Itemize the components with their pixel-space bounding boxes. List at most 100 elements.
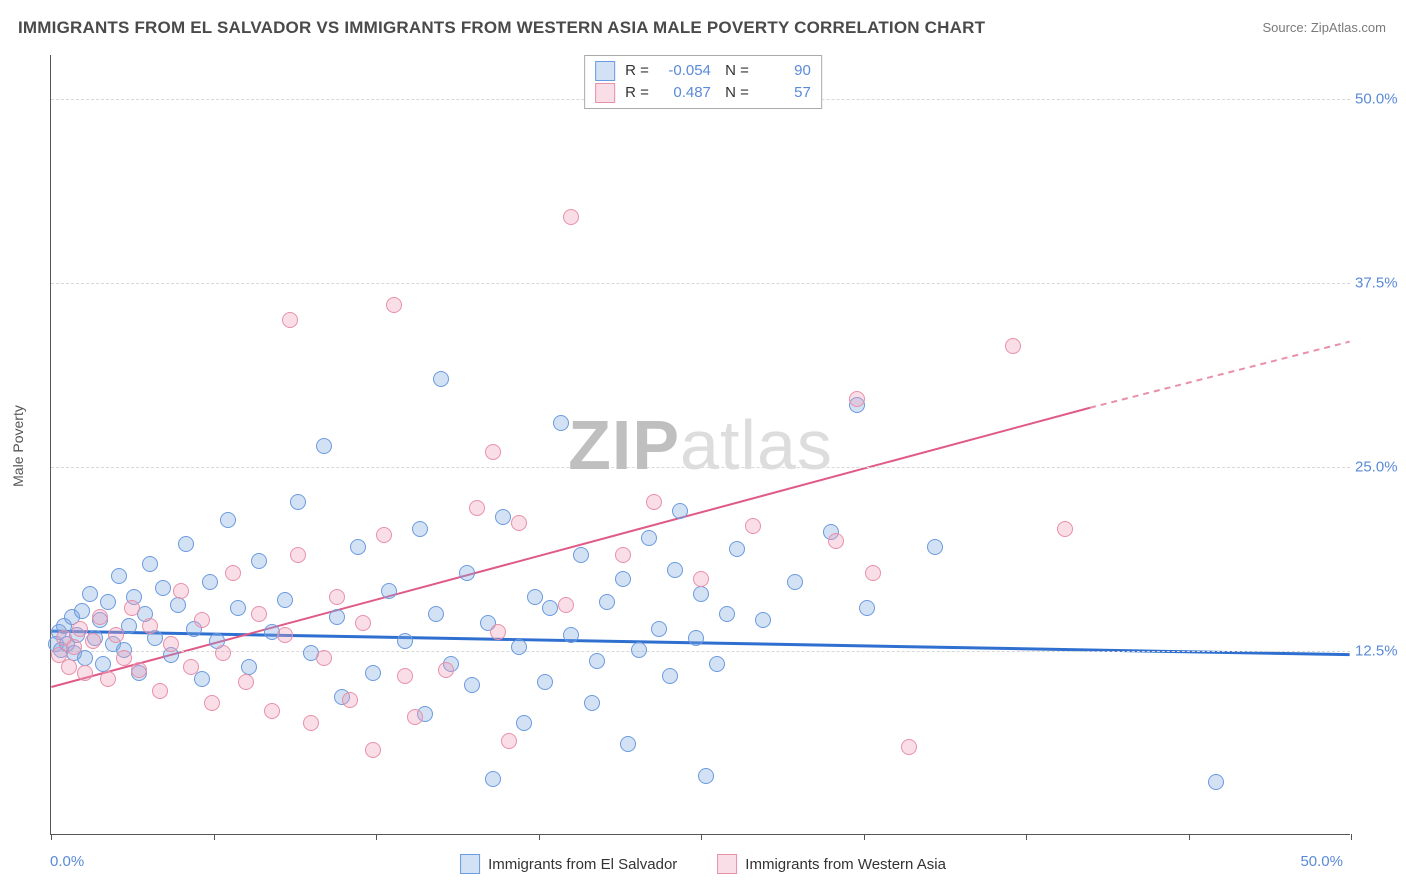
- data-point: [202, 574, 218, 590]
- data-point: [641, 530, 657, 546]
- data-point: [386, 297, 402, 313]
- data-point: [220, 512, 236, 528]
- data-point: [745, 518, 761, 534]
- data-point: [667, 562, 683, 578]
- data-point: [584, 695, 600, 711]
- data-point: [329, 609, 345, 625]
- data-point: [1208, 774, 1224, 790]
- y-axis-tick-label: 25.0%: [1355, 459, 1406, 476]
- x-axis-tick-mark: [864, 834, 865, 840]
- data-point: [316, 438, 332, 454]
- data-point: [365, 665, 381, 681]
- data-point: [672, 503, 688, 519]
- y-axis-tick-label: 12.5%: [1355, 643, 1406, 660]
- correlation-row-el-salvador: R = -0.054 N = 90: [595, 60, 811, 82]
- data-point: [77, 665, 93, 681]
- data-point: [412, 521, 428, 537]
- data-point: [173, 583, 189, 599]
- data-point: [124, 600, 140, 616]
- correlation-row-western-asia: R = 0.487 N = 57: [595, 82, 811, 104]
- data-point: [558, 597, 574, 613]
- data-point: [469, 500, 485, 516]
- data-point: [495, 509, 511, 525]
- y-axis-label: Male Poverty: [10, 405, 26, 487]
- data-point: [142, 556, 158, 572]
- data-point: [100, 671, 116, 687]
- data-point: [241, 659, 257, 675]
- data-point: [194, 612, 210, 628]
- data-point: [646, 494, 662, 510]
- data-point: [542, 600, 558, 616]
- data-point: [303, 715, 319, 731]
- data-point: [615, 571, 631, 587]
- x-axis-tick-mark: [51, 834, 52, 840]
- series-legend: Immigrants from El Salvador Immigrants f…: [460, 854, 946, 874]
- data-point: [698, 768, 714, 784]
- data-point: [464, 677, 480, 693]
- data-point: [865, 565, 881, 581]
- data-point: [1057, 521, 1073, 537]
- data-point: [264, 703, 280, 719]
- data-point: [693, 586, 709, 602]
- legend-swatch-icon: [717, 854, 737, 874]
- watermark: ZIPatlas: [568, 405, 833, 485]
- y-axis-tick-label: 50.0%: [1355, 91, 1406, 108]
- data-point: [599, 594, 615, 610]
- data-point: [381, 583, 397, 599]
- data-point: [729, 541, 745, 557]
- source-attribution: Source: ZipAtlas.com: [1262, 20, 1386, 35]
- data-point: [537, 674, 553, 690]
- data-point: [282, 312, 298, 328]
- data-point: [688, 630, 704, 646]
- chart-title: IMMIGRANTS FROM EL SALVADOR VS IMMIGRANT…: [18, 18, 985, 38]
- data-point: [74, 603, 90, 619]
- data-point: [397, 633, 413, 649]
- x-axis-tick-mark: [701, 834, 702, 840]
- data-point: [329, 589, 345, 605]
- data-point: [225, 565, 241, 581]
- data-point: [376, 527, 392, 543]
- data-point: [516, 715, 532, 731]
- data-point: [755, 612, 771, 628]
- data-point: [95, 656, 111, 672]
- data-point: [92, 609, 108, 625]
- data-point: [407, 709, 423, 725]
- data-point: [251, 606, 267, 622]
- data-point: [183, 659, 199, 675]
- x-axis-tick-mark: [376, 834, 377, 840]
- data-point: [859, 600, 875, 616]
- data-point: [709, 656, 725, 672]
- data-point: [230, 600, 246, 616]
- x-axis-tick-min: 0.0%: [50, 853, 84, 870]
- data-point: [355, 615, 371, 631]
- data-point: [901, 739, 917, 755]
- legend-swatch-western-asia: [595, 83, 615, 103]
- data-point: [82, 586, 98, 602]
- data-point: [459, 565, 475, 581]
- data-point: [527, 589, 543, 605]
- data-point: [66, 639, 82, 655]
- data-point: [365, 742, 381, 758]
- data-point: [589, 653, 605, 669]
- data-point: [111, 568, 127, 584]
- data-point: [433, 371, 449, 387]
- data-point: [350, 539, 366, 555]
- data-point: [428, 606, 444, 622]
- data-point: [490, 624, 506, 640]
- data-point: [277, 592, 293, 608]
- data-point: [251, 553, 267, 569]
- data-point: [573, 547, 589, 563]
- data-point: [485, 771, 501, 787]
- legend-item-el-salvador: Immigrants from El Salvador: [460, 854, 677, 874]
- data-point: [1005, 338, 1021, 354]
- data-point: [631, 642, 647, 658]
- gridline: [51, 467, 1350, 468]
- data-point: [397, 668, 413, 684]
- data-point: [163, 636, 179, 652]
- correlation-legend: R = -0.054 N = 90 R = 0.487 N = 57: [584, 55, 822, 109]
- data-point: [316, 650, 332, 666]
- data-point: [238, 674, 254, 690]
- gridline: [51, 283, 1350, 284]
- data-point: [152, 683, 168, 699]
- data-point: [170, 597, 186, 613]
